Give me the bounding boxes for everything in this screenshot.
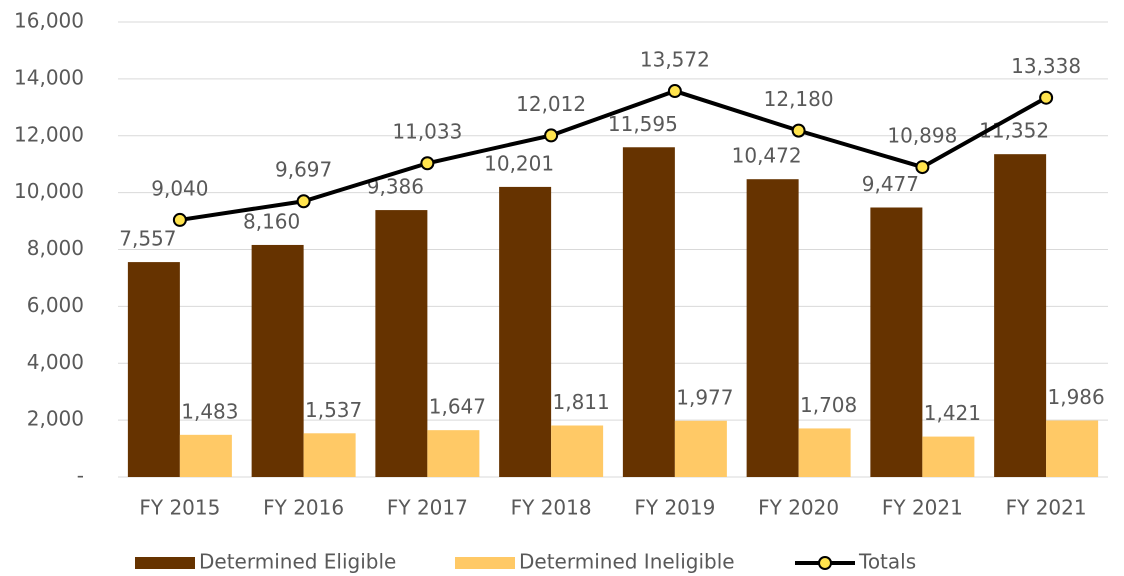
y-tick-label: 8,000 — [27, 236, 84, 260]
marker — [915, 160, 930, 175]
data-label: 1,708 — [800, 393, 857, 417]
data-label: 9,697 — [275, 158, 332, 182]
marker — [172, 212, 187, 227]
marker — [296, 194, 311, 209]
x-tick-label: FY 2015 — [139, 496, 220, 520]
bar — [127, 262, 180, 477]
x-tick-label: FY 2020 — [758, 496, 839, 520]
x-tick-label: FY 2019 — [634, 496, 715, 520]
x-tick-label: FY 2021 — [1006, 496, 1087, 520]
bar — [994, 154, 1047, 478]
y-tick-label: 10,000 — [14, 179, 84, 203]
data-label: 11,595 — [608, 112, 678, 136]
bar — [870, 207, 923, 478]
bar — [251, 244, 304, 477]
data-label: 10,898 — [887, 124, 957, 148]
data-label: 1,811 — [552, 390, 609, 414]
y-tick-label: 16,000 — [14, 9, 84, 33]
legend-label: Determined Ineligible — [519, 550, 735, 574]
bar — [427, 430, 480, 477]
x-tick-label: FY 2016 — [263, 496, 344, 520]
bar — [674, 420, 727, 477]
y-tick-label: 4,000 — [27, 350, 84, 374]
x-tick-label: FY 2021 — [882, 496, 963, 520]
bar — [922, 436, 975, 477]
data-label: 1,537 — [305, 398, 362, 422]
marker — [420, 156, 435, 171]
legend-swatch — [135, 557, 195, 569]
bar — [622, 147, 675, 477]
data-label: 1,977 — [676, 385, 733, 409]
bar — [499, 186, 552, 477]
data-label: 9,477 — [862, 172, 919, 196]
y-tick-label: 14,000 — [14, 65, 84, 89]
legend-label: Determined Eligible — [199, 550, 396, 574]
data-label: 12,012 — [516, 92, 586, 116]
data-label: 11,033 — [392, 120, 462, 144]
y-tick-label: 6,000 — [27, 293, 84, 317]
marker — [667, 84, 682, 99]
data-label: 1,483 — [181, 399, 238, 423]
y-tick-label: - — [77, 464, 84, 488]
marker — [1039, 90, 1054, 105]
data-label: 13,572 — [640, 48, 710, 72]
data-label: 10,201 — [484, 151, 554, 175]
bar — [375, 210, 428, 477]
bar — [551, 425, 604, 477]
line — [179, 88, 1048, 222]
bar — [303, 433, 356, 477]
data-label: 10,472 — [732, 144, 802, 168]
marker — [791, 123, 806, 138]
bar — [798, 428, 851, 477]
x-tick-label: FY 2018 — [511, 496, 592, 520]
data-label: 1,647 — [429, 395, 486, 419]
data-label: 1,421 — [924, 401, 981, 425]
data-label: 13,338 — [1011, 54, 1081, 78]
data-label: 7,557 — [119, 227, 176, 251]
bar — [1046, 420, 1099, 477]
data-label: 9,040 — [151, 176, 208, 200]
data-label: 1,986 — [1047, 385, 1104, 409]
bar — [179, 434, 232, 477]
marker — [544, 128, 559, 143]
legend-swatch — [455, 557, 515, 569]
x-tick-label: FY 2017 — [387, 496, 468, 520]
bar — [746, 179, 799, 477]
data-label: 8,160 — [243, 209, 300, 233]
y-tick-label: 2,000 — [27, 407, 84, 431]
y-tick-label: 12,000 — [14, 122, 84, 146]
legend-marker — [818, 556, 832, 570]
legend-label: Totals — [858, 550, 916, 574]
data-label: 12,180 — [764, 87, 834, 111]
